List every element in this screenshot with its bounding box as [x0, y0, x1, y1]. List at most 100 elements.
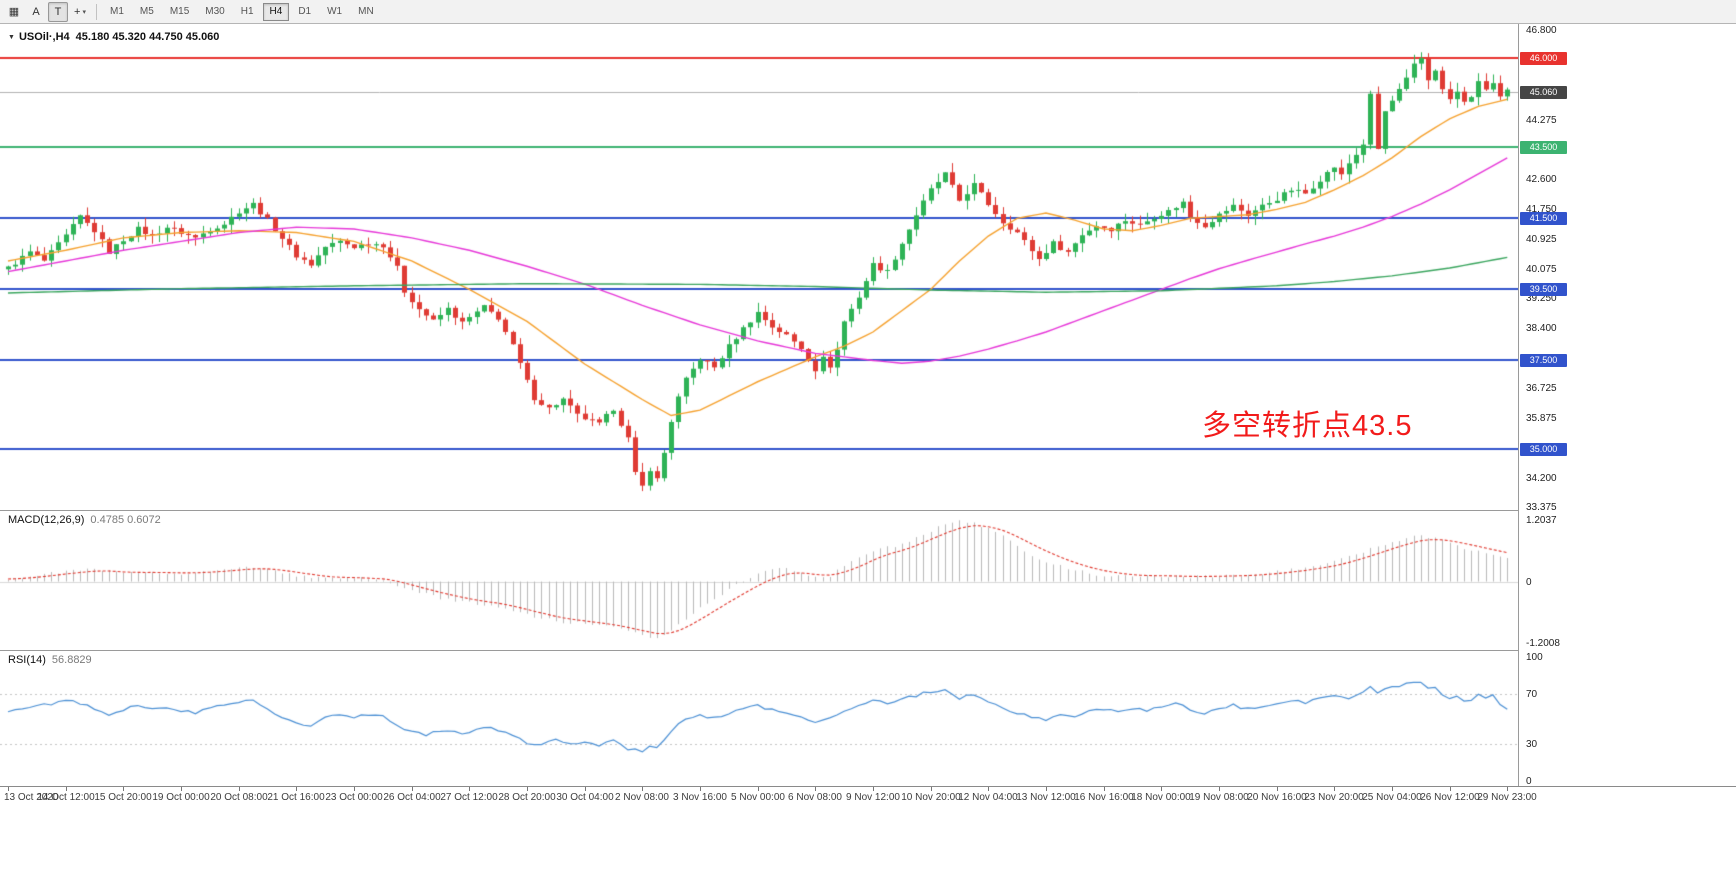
rsi-label: RSI(14)	[8, 654, 46, 666]
time-tick	[66, 787, 67, 791]
time-label: 6 Nov 08:00	[788, 792, 842, 803]
time-tick	[1334, 787, 1335, 791]
symbol-timeframe-label: USOil·,H4	[18, 31, 70, 43]
macd-label: MACD(12,26,9)	[8, 514, 85, 526]
chart-annotation-text: 多空转折点43.5	[1202, 410, 1413, 442]
current-price-badge: 45.060	[1520, 85, 1567, 99]
macd-values: 0.4785 0.6072	[90, 514, 161, 526]
time-label: 13 Nov 12:00	[1016, 792, 1076, 803]
macd-panel: MACD(12,26,9) 0.4785 0.6072	[0, 510, 1518, 651]
crosshair-cursor-button[interactable]: + ▾	[70, 2, 90, 22]
time-label: 10 Nov 20:00	[901, 792, 961, 803]
macd-canvas[interactable]	[0, 511, 1518, 651]
price-tick-label: 34.200	[1526, 472, 1557, 484]
time-label: 23 Nov 20:00	[1304, 792, 1364, 803]
time-tick	[585, 787, 586, 791]
time-label: 23 Oct 00:00	[325, 792, 383, 803]
timeframe-button-M15[interactable]: M15	[163, 3, 196, 21]
timeframe-button-W1[interactable]: W1	[320, 3, 349, 21]
timeframe-button-M1[interactable]: M1	[103, 3, 131, 21]
time-tick	[1392, 787, 1393, 791]
hline-price-badge: 43.500	[1520, 141, 1567, 155]
toolbar: ▦ A T + ▾ M1 M5 M15 M30 H1 H4 D1 W1 MN	[0, 0, 1736, 24]
time-tick	[988, 787, 989, 791]
hline-price-badge: 41.500	[1520, 212, 1567, 226]
time-tick	[1277, 787, 1278, 791]
text-t-button[interactable]: T	[48, 1, 68, 22]
time-label: 20 Nov 16:00	[1247, 792, 1307, 803]
timeframe-button-MN[interactable]: MN	[351, 3, 381, 21]
time-tick	[815, 787, 816, 791]
price-scale[interactable]: 46.800 44.275 42.600 41.750 40.925 40.075 39.2…	[1518, 24, 1736, 787]
chart-grid-button[interactable]: ▦	[4, 2, 24, 22]
time-label: 21 Oct 16:00	[267, 792, 325, 803]
time-label: 5 Nov 00:00	[731, 792, 785, 803]
time-tick	[181, 787, 182, 791]
text-t-icon: T	[54, 5, 62, 18]
text-a-button[interactable]: A	[26, 2, 46, 22]
time-label: 16 Nov 16:00	[1074, 792, 1134, 803]
time-tick	[412, 787, 413, 791]
timeframe-button-D1[interactable]: D1	[291, 3, 318, 21]
time-tick	[296, 787, 297, 791]
time-tick	[642, 787, 643, 791]
rsi-canvas[interactable]	[0, 651, 1518, 787]
time-tick	[931, 787, 932, 791]
dropdown-arrow-icon: ▾	[82, 8, 86, 16]
text-a-icon: A	[32, 5, 40, 18]
time-label: 27 Oct 12:00	[440, 792, 498, 803]
time-tick	[1161, 787, 1162, 791]
price-tick-label: 41.750	[1526, 204, 1557, 216]
macd-scale-label: -1.2008	[1526, 638, 1560, 649]
time-tick	[873, 787, 874, 791]
time-label: 26 Oct 04:00	[383, 792, 441, 803]
time-tick	[123, 787, 124, 791]
price-tick-label: 44.275	[1526, 114, 1557, 126]
timeframe-button-H1[interactable]: H1	[234, 3, 261, 21]
time-tick	[1507, 787, 1508, 791]
price-tick-label: 33.375	[1526, 502, 1557, 513]
macd-scale-label: 1.2037	[1526, 515, 1557, 526]
time-label: 19 Nov 08:00	[1189, 792, 1249, 803]
rsi-panel: RSI(14) 56.8829	[0, 650, 1518, 787]
macd-header: MACD(12,26,9) 0.4785 0.6072	[8, 514, 161, 526]
price-tick-label: 38.400	[1526, 323, 1557, 335]
time-label: 12 Nov 04:00	[958, 792, 1018, 803]
toolbar-icon-group: ▦ A T + ▾	[4, 1, 90, 22]
time-tick	[527, 787, 528, 791]
price-tick-label: 40.925	[1526, 233, 1557, 245]
hline-price-badge: 46.000	[1520, 52, 1567, 66]
time-axis[interactable]: 13 Oct 2020 14 Oct 12:00 15 Oct 20:00 19 Oc…	[0, 786, 1736, 895]
time-label: 28 Oct 20:00	[498, 792, 556, 803]
chart-header: ▼ USOil·,H4 45.180 45.320 44.750 45.060	[8, 31, 219, 43]
time-tick	[700, 787, 701, 791]
time-label: 30 Oct 04:00	[556, 792, 614, 803]
rsi-scale-label: 70	[1526, 689, 1538, 701]
time-tick	[354, 787, 355, 791]
time-label: 2 Nov 08:00	[615, 792, 669, 803]
timeframe-button-M5[interactable]: M5	[133, 3, 161, 21]
main-chart-panel: ▼ USOil·,H4 45.180 45.320 44.750 45.060 多空…	[0, 24, 1518, 510]
time-tick	[1450, 787, 1451, 791]
price-tick-label: 46.800	[1526, 25, 1557, 36]
rsi-scale-label: 100	[1526, 652, 1543, 663]
timeframe-button-group: M1 M5 M15 M30 H1 H4 D1 W1 MN	[103, 2, 381, 21]
toolbar-separator	[96, 3, 97, 20]
price-tick-label: 36.725	[1526, 382, 1557, 394]
collapse-icon[interactable]: ▼	[8, 34, 15, 41]
time-tick	[758, 787, 759, 791]
time-label: 18 Nov 00:00	[1131, 792, 1191, 803]
timeframe-button-M30[interactable]: M30	[198, 3, 231, 21]
time-label: 26 Nov 12:00	[1420, 792, 1480, 803]
hline-price-badge: 35.000	[1520, 443, 1567, 457]
time-tick	[1219, 787, 1220, 791]
time-tick	[8, 787, 9, 791]
timeframe-button-H4[interactable]: H4	[262, 2, 290, 21]
time-label: 29 Nov 23:00	[1477, 792, 1537, 803]
time-tick	[239, 787, 240, 791]
price-tick-label: 39.250	[1526, 293, 1557, 305]
time-label: 25 Nov 04:00	[1362, 792, 1422, 803]
price-chart-canvas[interactable]	[0, 24, 1518, 510]
crosshair-cursor-icon: +	[74, 5, 81, 18]
